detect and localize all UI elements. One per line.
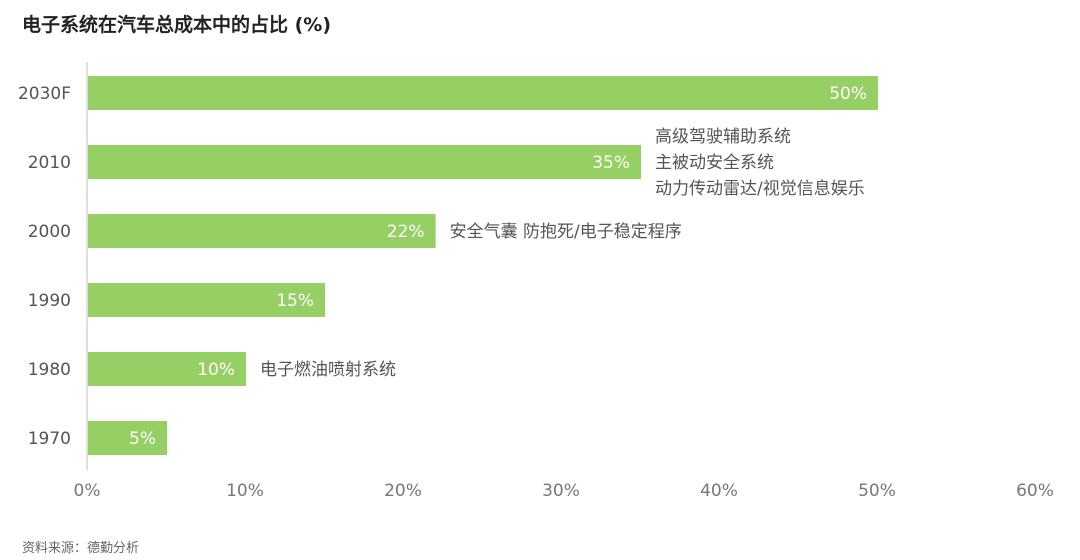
source-note: 资料来源：德勤分析 [22,541,140,556]
x-tick-label: 10% [226,481,264,501]
y-tick-label: 1970 [28,429,71,449]
data-label: 10% [197,360,235,380]
bar-1980 [88,352,246,386]
data-label: 22% [387,222,425,242]
bar-chart: 2030F 50% 2010 35% 2000 22% 1990 15% 1980 10% 1970… [18,62,1054,501]
y-tick-label: 2010 [28,153,71,173]
y-tick-label: 1990 [28,291,71,311]
bar-1970 [88,421,167,455]
bar-2000 [88,214,436,248]
y-tick-label: 2000 [28,222,71,242]
annotation-text: 电子燃油喷射系统 [260,360,396,380]
annotation-text: 安全气囊 防抱死/电子稳定程序 [450,222,682,242]
x-tick-label: 40% [700,481,738,501]
data-label: 50% [829,84,867,104]
x-tick-label: 30% [542,481,580,501]
data-label: 35% [592,153,630,173]
annotation-text: 主被动安全系统 [655,153,774,173]
x-tick-label: 0% [74,481,101,501]
x-tick-label: 20% [384,481,422,501]
bar-1990 [88,283,325,317]
y-tick-label: 1980 [28,360,71,380]
data-label: 15% [276,291,314,311]
bar-2030F [88,76,878,110]
annotation-text: 动力传动雷达/视觉信息娱乐 [655,179,865,199]
x-tick-label: 60% [1016,481,1054,501]
bar-2010 [88,145,641,179]
data-label: 5% [129,429,156,449]
x-tick-label: 50% [858,481,896,501]
y-tick-label: 2030F [18,84,71,104]
annotation-text: 高级驾驶辅助系统 [655,127,791,147]
chart-title: 电子系统在汽车总成本中的占比 (%) [22,14,332,36]
